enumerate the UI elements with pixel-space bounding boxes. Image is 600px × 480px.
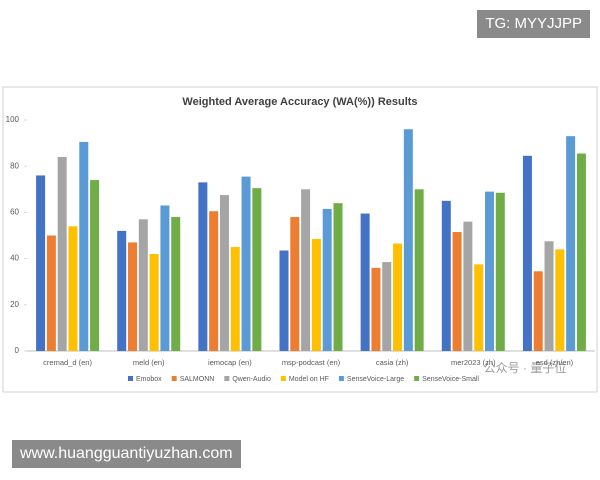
bar [149, 253, 159, 351]
chart-title: Weighted Average Accuracy (WA(%)) Result… [182, 96, 417, 108]
watermark-top: TG: MYYJJPP [477, 10, 590, 38]
bar [90, 180, 100, 351]
bar [138, 219, 148, 351]
x-tick-label: esd (zh/en) [536, 358, 574, 367]
bar [484, 191, 494, 351]
x-tick-label: mer2023 (zh) [451, 358, 496, 367]
bar [333, 203, 343, 351]
bar [171, 217, 181, 351]
bar [566, 136, 576, 351]
bar [209, 211, 219, 351]
bar [68, 226, 78, 351]
bar [576, 153, 586, 351]
y-tick-label: 80 [10, 161, 19, 170]
x-tick-label: casia (zh) [376, 358, 409, 367]
bar [382, 262, 392, 351]
bar [79, 141, 89, 351]
legend-swatch [338, 376, 344, 381]
bar [414, 189, 424, 351]
bar [311, 238, 321, 351]
bar [322, 208, 332, 351]
x-tick-label: cremad_d (en) [43, 358, 92, 367]
watermark-bottom: www.huangguantiyuzhan.com [12, 440, 241, 468]
bar [495, 192, 505, 351]
bar [290, 217, 300, 351]
bar [57, 156, 67, 351]
bar [452, 232, 462, 351]
bar [393, 243, 403, 351]
bar [371, 267, 381, 351]
legend-label: Model on HF [289, 376, 329, 383]
bar [533, 271, 543, 351]
bar [219, 195, 229, 351]
legend-swatch [128, 376, 133, 381]
bar [463, 221, 473, 351]
y-tick-label: 0 [15, 346, 20, 355]
bar [117, 230, 127, 351]
bar [474, 264, 484, 351]
y-tick-label: 60 [10, 208, 19, 217]
x-tick-label: meld (en) [133, 358, 165, 367]
bar [441, 200, 451, 351]
bar [36, 175, 46, 351]
legend-label: SenseVoice-Small [422, 376, 479, 383]
legend-label: Qwen-Audio [232, 376, 271, 383]
legend-swatch [280, 376, 286, 381]
legend-swatch [414, 376, 420, 381]
watermark-overlay: 公众号 · 量子位 [484, 360, 567, 375]
bar [544, 241, 554, 351]
y-tick-label: 20 [10, 300, 19, 309]
legend-label: SenseVoice-Large [347, 376, 404, 383]
bar [279, 250, 289, 351]
legend-swatch [224, 376, 230, 381]
bar [128, 242, 138, 351]
bar [360, 213, 370, 351]
bar [252, 188, 262, 351]
y-tick-label: 100 [6, 115, 20, 124]
legend-label: SALMONN [180, 376, 215, 383]
bar [403, 129, 413, 351]
legend-label: Emobox [136, 376, 162, 383]
bar [198, 182, 208, 351]
bar [555, 249, 565, 351]
bar [241, 176, 251, 351]
bar [301, 189, 311, 351]
legend-swatch [171, 376, 177, 381]
bar [160, 205, 170, 351]
bar [230, 247, 240, 351]
x-tick-label: iemocap (en) [208, 358, 252, 367]
y-tick-label: 40 [10, 254, 19, 263]
bar [46, 235, 56, 351]
bar [522, 155, 532, 351]
x-tick-label: msp-podcast (en) [282, 358, 341, 367]
